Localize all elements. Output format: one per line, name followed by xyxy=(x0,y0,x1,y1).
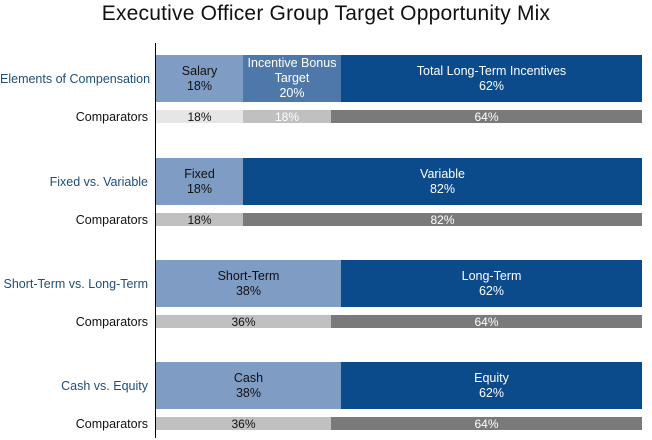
segment-value: 38% xyxy=(235,283,261,298)
bar-segment-text: Incentive Bonus Target 20% xyxy=(248,56,337,101)
bar-segment-text: Total Long-Term Incentives 62% xyxy=(417,64,566,94)
comparator-value: 18% xyxy=(274,110,300,123)
comparator-segment: 82% xyxy=(243,213,642,226)
group-label: Short-Term vs. Long-Term xyxy=(3,276,148,291)
bar-segment: Total Long-Term Incentives 62% xyxy=(341,55,642,102)
chart-title: Executive Officer Group Target Opportuni… xyxy=(101,2,551,25)
segment-name: Equity xyxy=(474,370,509,385)
bar-segment: Incentive Bonus Target 20% xyxy=(243,55,341,102)
segment-value: 18% xyxy=(186,181,212,196)
comparators-label: Comparators xyxy=(75,314,148,329)
comparator-segment: 18% xyxy=(156,213,243,226)
comparator-value: 36% xyxy=(231,315,256,328)
bar-segment: Long-Term 62% xyxy=(341,260,642,307)
comparator-value: 64% xyxy=(474,417,499,430)
segment-name: Short-Term xyxy=(217,268,280,283)
segment-name: Incentive Bonus Target xyxy=(247,56,337,85)
comparators-label: Comparators xyxy=(75,212,148,227)
segment-value: 62% xyxy=(478,385,505,400)
bar-segment-text: Salary 18% xyxy=(182,64,217,94)
bar-segment: Variable 82% xyxy=(243,158,642,205)
comparator-segment: 36% xyxy=(156,417,331,430)
comparator-value: 64% xyxy=(474,110,499,123)
bar-segment: Short-Term 38% xyxy=(156,260,341,307)
comparator-value: 64% xyxy=(474,315,499,328)
segment-value: 38% xyxy=(235,385,262,400)
segment-value: 18% xyxy=(186,78,213,93)
segment-name: Fixed xyxy=(184,166,215,181)
bar-segment-text: Fixed 18% xyxy=(184,167,215,197)
axis-line xyxy=(155,43,156,438)
bar-segment-text: Long-Term 62% xyxy=(462,269,522,299)
bar-segment: Salary 18% xyxy=(156,55,243,102)
comparator-value: 36% xyxy=(231,417,256,430)
segment-value: 82% xyxy=(429,181,456,196)
group-label: Cash vs. Equity xyxy=(61,378,148,393)
bar-segment-text: Cash 38% xyxy=(234,371,263,401)
comparator-value: 18% xyxy=(187,110,212,123)
segment-name: Variable xyxy=(420,166,465,181)
group-label: Fixed vs. Variable xyxy=(49,174,148,189)
comparator-segment: 18% xyxy=(156,110,243,123)
comparators-label: Comparators xyxy=(75,109,148,124)
segment-value: 62% xyxy=(478,283,505,298)
bar-segment: Cash 38% xyxy=(156,362,341,409)
bar-segment-text: Variable 82% xyxy=(420,167,465,197)
group-label: Elements of Compensation xyxy=(0,71,151,86)
segment-name: Total Long-Term Incentives xyxy=(416,63,567,78)
comparators-label: Comparators xyxy=(75,416,148,431)
bar-segment: Equity 62% xyxy=(341,362,642,409)
comparator-value: 18% xyxy=(187,213,212,226)
segment-name: Long-Term xyxy=(461,268,522,283)
segment-name: Salary xyxy=(181,63,218,78)
comparator-segment: 64% xyxy=(331,315,642,328)
comparator-segment: 64% xyxy=(331,110,642,123)
comparator-segment: 64% xyxy=(331,417,642,430)
segment-value: 62% xyxy=(478,78,504,93)
comparator-segment: 36% xyxy=(156,315,331,328)
bar-segment-text: Short-Term 38% xyxy=(218,269,280,299)
bar-segment-text: Equity 62% xyxy=(474,371,509,401)
bar-segment: Fixed 18% xyxy=(156,158,243,205)
comparator-value: 82% xyxy=(430,213,455,226)
segment-value: 20% xyxy=(279,86,305,100)
segment-name: Cash xyxy=(233,370,264,385)
comparator-segment: 18% xyxy=(243,110,331,123)
